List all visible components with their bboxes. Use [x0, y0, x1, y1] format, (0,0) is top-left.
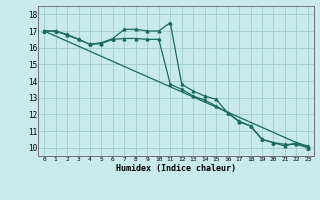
X-axis label: Humidex (Indice chaleur): Humidex (Indice chaleur)	[116, 164, 236, 173]
